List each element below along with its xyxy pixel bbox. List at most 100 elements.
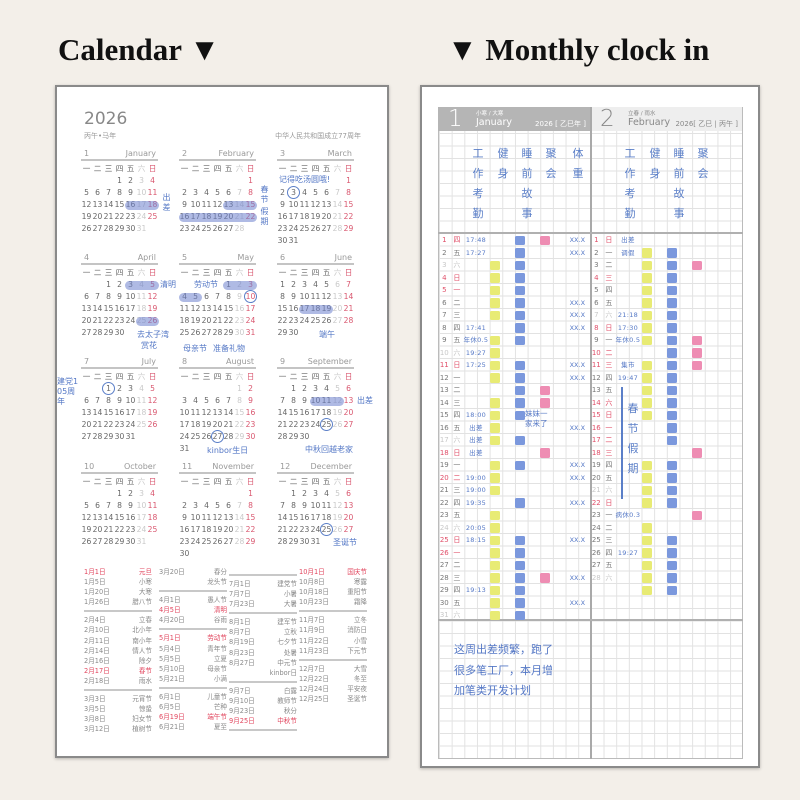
date-cell: 23 xyxy=(114,316,125,325)
holiday-date: 9月7日 xyxy=(229,686,251,695)
day-row: 22 日 xyxy=(590,497,742,510)
weekday-label: 一 xyxy=(82,268,91,277)
weight-value: XX.X xyxy=(569,248,586,257)
date-cell: 26 xyxy=(321,316,332,325)
date-cell: 18 xyxy=(321,408,332,417)
date-cell: 21 xyxy=(212,316,223,325)
date-cell: 19 xyxy=(310,212,321,221)
clock-out-time: 19:00 xyxy=(465,473,487,482)
day-number: 25 xyxy=(439,536,449,544)
weekday: 二 xyxy=(605,261,613,269)
notes-divider xyxy=(438,619,743,621)
day-number: 20 xyxy=(591,473,601,482)
story-check xyxy=(514,298,525,308)
holiday-entry: 11月22日 小雪 xyxy=(299,636,367,646)
monthly-note: 这周出差频繁，跑了 很多笔工厂，本月增 加笔类开发计划 xyxy=(454,640,553,702)
holiday-entry: 1月20日 大寒 xyxy=(84,587,152,597)
day-row: 18 日出差 xyxy=(438,447,590,460)
story-check xyxy=(514,310,525,320)
date-cell: 30 xyxy=(277,236,288,245)
date-cell: 16 xyxy=(299,513,310,522)
weekday-label: 五 xyxy=(322,268,331,277)
clock-out-time: 集市 xyxy=(621,361,635,369)
holiday-entry: 3月12日 植树节 xyxy=(84,724,152,734)
holiday-entry: 9月25日 中秋节 xyxy=(229,716,297,726)
holiday-date: 7月1日 xyxy=(229,580,251,588)
story-check xyxy=(514,435,525,445)
holiday-date: 4月20日 xyxy=(159,616,185,625)
date-cell: 20 xyxy=(332,304,343,313)
date-cell: 16 xyxy=(234,304,245,313)
date-cell: 27 xyxy=(92,537,103,546)
date-cell: 12 xyxy=(81,513,92,522)
day-number: 5 xyxy=(442,286,447,294)
day-number: 17 xyxy=(439,436,449,444)
day-row: 26 一 xyxy=(438,547,590,560)
holiday-name: kinbor日 xyxy=(269,668,297,677)
month-number: 3 xyxy=(280,149,286,158)
clock-out-time: 年休0.5 xyxy=(615,336,641,344)
anniversary-label: 中华人民共和国成立77周年 xyxy=(275,132,361,140)
gym-check xyxy=(489,535,500,545)
note-jan-trip: 出差 xyxy=(162,193,171,212)
date-cell: 8 xyxy=(248,501,253,510)
weekday: 三 xyxy=(453,573,461,582)
date-cell: 7 xyxy=(95,292,100,301)
date-cell: 1 xyxy=(280,280,285,289)
date-cell: 6 xyxy=(95,501,100,510)
circle-mark xyxy=(211,430,224,443)
holiday-name: 谷雨 xyxy=(213,616,227,625)
date-cell: 11 xyxy=(310,292,321,301)
holiday-group: 3月20日 春分 龙头节 xyxy=(159,567,227,590)
date-cell: 20 xyxy=(201,316,212,325)
weekday: 四 xyxy=(453,323,461,332)
date-cell: 27 xyxy=(81,328,92,337)
day-number: 23 xyxy=(439,511,449,519)
weight-value: XX.X xyxy=(569,361,586,369)
weekday: 一 xyxy=(605,511,613,519)
month-header: 11 November xyxy=(179,462,256,474)
date-cell: 13 xyxy=(212,408,223,417)
holiday-name: 消防日 xyxy=(347,626,367,635)
day-row: 29 四 19:13 xyxy=(438,584,590,597)
day-number: 27 xyxy=(439,561,449,569)
date-cell: 26 xyxy=(310,224,321,233)
date-cell: 19 xyxy=(201,420,212,429)
gym-check xyxy=(489,310,500,320)
date-cell: 9 xyxy=(237,292,242,301)
story-check xyxy=(514,260,525,270)
clock-out-time: 17:27 xyxy=(465,248,487,257)
day-row: 19 一 XX.X xyxy=(438,459,590,472)
day-row: 25 日 18:15 XX.X xyxy=(438,534,590,547)
weekday: 五 xyxy=(453,423,461,432)
date-cell: 16 xyxy=(299,408,310,417)
date-cell: 21 xyxy=(92,420,103,429)
holiday-entry: 9月23日 秋分 xyxy=(229,706,297,716)
holiday-date: 2月11日 xyxy=(84,636,110,645)
date-cell: 25 xyxy=(310,316,321,325)
weekday: 五 xyxy=(453,511,461,519)
event-note: 妹妹一 xyxy=(525,409,548,418)
date-cell: 12 xyxy=(212,200,223,209)
note-taiziwan: 去太子湾 xyxy=(137,330,169,339)
date-cell: 3 xyxy=(313,489,318,498)
date-cell: 28 xyxy=(277,537,288,546)
day-number: 7 xyxy=(442,311,447,319)
holiday-entry: 11月23日 下元节 xyxy=(299,646,367,656)
weekday-label: 三 xyxy=(300,477,309,486)
date-cell: 27 xyxy=(201,328,212,337)
habit-label: 聚会 xyxy=(545,147,557,180)
day-row: 11 三集市 xyxy=(590,359,742,372)
date-cell: 26 xyxy=(81,537,92,546)
holiday-group: 1月1日 元旦 1月5日 小寒 1月20日 大寒 1月26日 腊八节 xyxy=(84,567,152,610)
party-check xyxy=(692,348,703,358)
holiday-column: 10月1日 国庆节 10月8日 寒露 10月18日 重阳节 10月23日 霜降 11月7日 立冬 1… xyxy=(299,567,367,707)
date-cell: 7 xyxy=(237,188,242,197)
holiday-name: 下元节 xyxy=(347,646,367,655)
circle-mark xyxy=(102,382,115,395)
date-cell: 22 xyxy=(234,420,245,429)
weekday-label: 四 xyxy=(311,477,320,486)
date-cell: 21 xyxy=(92,316,103,325)
month-header: 6 June xyxy=(277,253,354,265)
